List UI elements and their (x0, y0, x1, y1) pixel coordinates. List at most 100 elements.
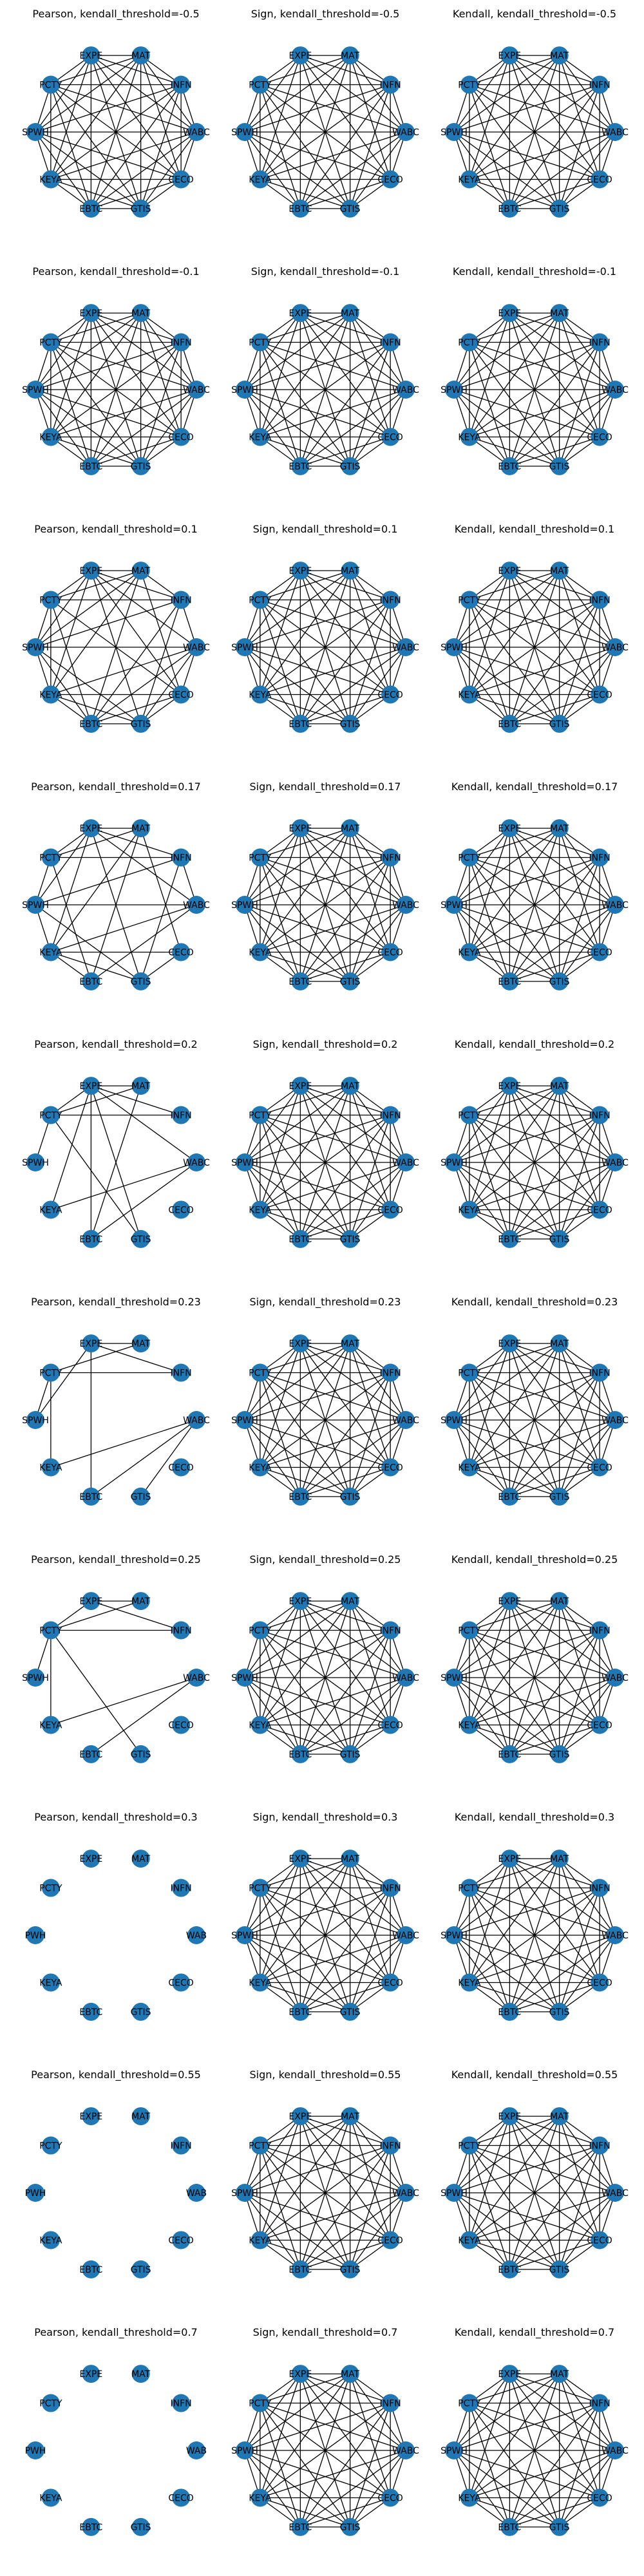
node-label-pcty: PCTY (249, 1368, 272, 1379)
edge-mat-pcty (50, 1343, 141, 1374)
edge-expe-keya (50, 55, 91, 180)
node-label-infn: INFN (589, 338, 611, 348)
edge-ebtc-pcty (260, 2403, 301, 2528)
node-label-spwh: SPWH (231, 1158, 258, 1168)
node-label-mat: MAT (341, 1081, 360, 1092)
node-pcty (251, 333, 269, 352)
node-label-gtis: GTIS (340, 462, 361, 472)
edge-infn-spwh (35, 341, 182, 390)
edge-expe-wabc (299, 1085, 406, 1163)
node-label-ebtc: EBTC (498, 462, 521, 472)
edge-ceco-spwh (453, 389, 600, 438)
edge-wabc-pcty (50, 84, 197, 133)
edge-expe-keya (260, 1085, 301, 1210)
node-keya (41, 1458, 60, 1477)
edge-gtis-keya (469, 1209, 560, 1240)
node-label-ceco: CECO (587, 1978, 612, 1988)
kendall-graph-panel: Kendall, kendall_threshold=0.25 EXPE MAT IN… (431, 1546, 638, 1797)
node-label-infn: INFN (380, 2141, 401, 2152)
edge-expe-keya (469, 312, 510, 437)
node-spwh (236, 123, 254, 141)
node-label-expe: EXPE (498, 1596, 522, 1607)
edge-expe-keya (260, 2373, 301, 2498)
node-mat (131, 1850, 150, 1868)
node-expe (82, 304, 100, 323)
node-label-ceco: CECO (168, 947, 193, 958)
edge-wabc-ebtc (299, 1677, 406, 1755)
panel-title: Pearson, kendall_threshold=0.17 (31, 781, 201, 793)
node-wabc (187, 2184, 205, 2202)
edge-expe-wabc (299, 312, 406, 390)
node-label-mat: MAT (131, 2369, 151, 2380)
node-label-ebtc: EBTC (289, 1492, 312, 1502)
node-wabc (397, 123, 415, 141)
node-label-spwh: SPWH (440, 2188, 468, 2199)
node-label-wabc: WABC (183, 1158, 210, 1168)
edge-mat-ceco (350, 2116, 391, 2240)
edge-wabc-ebtc (299, 647, 406, 724)
node-gtis (131, 199, 150, 218)
edge-mat-spwh (453, 312, 560, 390)
edge-expe-keya (469, 2373, 510, 2498)
edge-gtis-keya (50, 951, 141, 982)
node-spwh (26, 1411, 44, 1429)
node-ebtc (291, 1745, 310, 1763)
node-keya (460, 1200, 478, 1219)
edge-expe-wabc (509, 1085, 616, 1163)
node-label-mat: MAT (341, 1339, 360, 1349)
edge-wabc-pcty (260, 857, 406, 905)
node-label-wabc: WABC (183, 643, 210, 653)
edge-mat-ceco (140, 312, 182, 437)
node-label-infn: INFN (589, 2141, 611, 2152)
edge-ebtc-pcty (50, 342, 91, 467)
node-label-expe: EXPE (289, 1081, 312, 1092)
edge-infn-spwh (453, 857, 600, 905)
node-infn (591, 1363, 609, 1382)
node-ebtc (291, 1487, 310, 1506)
node-label-expe: EXPE (289, 824, 312, 834)
edge-ebtc-pcty (469, 1115, 510, 1240)
edge-gtis-pcty (50, 1630, 142, 1755)
edge-wabc-keya (50, 1677, 197, 1726)
node-ebtc (500, 457, 519, 475)
edge-mat-ceco (350, 570, 391, 695)
node-keya (41, 170, 60, 189)
node-label-infn: INFN (171, 2141, 192, 2152)
node-label-ebtc: EBTC (79, 2265, 102, 2275)
node-label-infn: INFN (380, 2399, 401, 2409)
node-expe (500, 1077, 519, 1095)
node-label-ceco: CECO (377, 1205, 402, 1215)
node-label-expe: EXPE (498, 1339, 522, 1349)
node-ebtc (82, 2002, 100, 2021)
node-ebtc (291, 1229, 310, 1248)
edge-wabc-pcty (260, 1114, 406, 1163)
node-spwh (236, 1153, 254, 1171)
node-label-spwh: SPWH (231, 1673, 258, 1683)
edge-mat-pcty (260, 55, 350, 86)
edge-infn-spwh (244, 857, 391, 905)
edge-wabc-pcty (260, 2402, 406, 2451)
node-expe (82, 2107, 100, 2126)
edge-gtis-keya (469, 1724, 560, 1755)
node-wabc (187, 123, 205, 141)
edge-gtis-pcty (469, 1630, 560, 1755)
node-ebtc (500, 714, 519, 733)
node-label-pcty: PCTY (249, 1884, 272, 1894)
node-label-spwh: SPWH (231, 1931, 258, 1941)
node-gtis (131, 457, 150, 475)
edge-gtis-pcty (50, 84, 142, 209)
edge-infn-spwh (244, 1114, 391, 1163)
node-label-ebtc: EBTC (289, 462, 312, 472)
node-keya (41, 1973, 60, 1992)
node-mat (550, 2107, 569, 2126)
node-label-gtis: GTIS (549, 977, 570, 987)
node-label-infn: INFN (589, 596, 611, 606)
edge-wabc-keya (50, 1419, 197, 1468)
node-label-pcty: PCTY (39, 853, 62, 864)
node-gtis (131, 972, 150, 990)
edge-ebtc-pcty (469, 857, 510, 982)
edge-ebtc-pcty (260, 1115, 301, 1240)
node-pcty (251, 848, 269, 867)
node-label-infn: INFN (171, 1368, 192, 1379)
edge-gtis-pcty (50, 342, 142, 467)
